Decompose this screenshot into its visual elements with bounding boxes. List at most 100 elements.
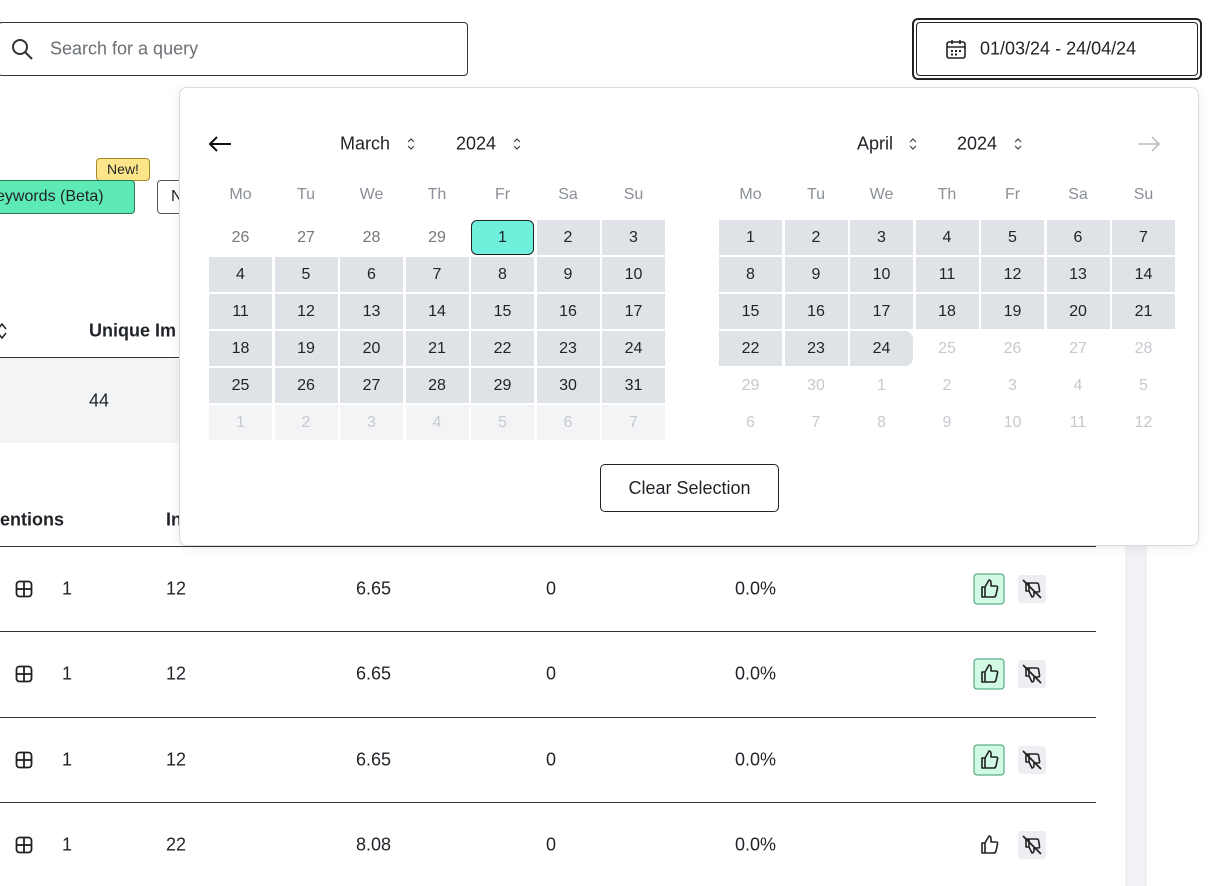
day[interactable]: 17 — [850, 294, 913, 329]
clear-button[interactable]: Clear Selection — [600, 464, 779, 512]
prev-arrow[interactable] — [207, 134, 233, 154]
day[interactable]: 31 — [602, 368, 665, 403]
day[interactable]: 7 — [405, 257, 469, 292]
day[interactable]: 1 — [719, 220, 782, 255]
day[interactable]: 25 — [209, 368, 272, 403]
day[interactable]: 15 — [719, 294, 782, 329]
day[interactable]: 10 — [602, 257, 665, 292]
day: 8 — [877, 413, 886, 431]
day[interactable]: 2 — [784, 220, 848, 255]
day[interactable]: 8 — [471, 257, 534, 292]
column-header: entions — [0, 509, 65, 530]
day[interactable]: 23 — [784, 331, 848, 366]
year-select[interactable]: 2024 — [456, 133, 497, 154]
month-select[interactable]: March — [340, 133, 391, 154]
weekday: Th — [937, 186, 957, 203]
day[interactable]: 26 — [274, 368, 338, 403]
day[interactable]: 24 — [850, 331, 913, 366]
day[interactable]: 27 — [1069, 339, 1087, 357]
day[interactable]: 4 — [209, 257, 272, 292]
table-cell: 12 — [166, 578, 187, 599]
table-icon[interactable] — [15, 751, 33, 769]
day: 1 — [209, 405, 272, 440]
day: 7 — [602, 405, 665, 440]
thumbs-down[interactable] — [1018, 660, 1046, 689]
new-badge: New! — [96, 158, 150, 181]
day[interactable]: 15 — [471, 294, 534, 329]
thumbs-up[interactable] — [973, 829, 1005, 861]
date-button[interactable]: 01/03/24 - 24/04/24 — [912, 18, 1202, 80]
day[interactable]: 22 — [471, 331, 534, 366]
day[interactable]: 28 — [405, 368, 469, 403]
day[interactable]: 21 — [405, 331, 469, 366]
thumbs-up[interactable] — [973, 573, 1005, 605]
table-cell: 12 — [166, 663, 187, 684]
day[interactable]: 12 — [981, 257, 1044, 292]
day[interactable]: 11 — [209, 294, 272, 329]
day[interactable]: 8 — [719, 257, 782, 292]
day[interactable]: 19 — [981, 294, 1044, 329]
table-cell: 0.0% — [735, 834, 777, 855]
day[interactable]: 11 — [915, 257, 979, 292]
day[interactable]: 30 — [807, 376, 825, 394]
day[interactable]: 23 — [536, 331, 600, 366]
weekday: Sa — [1068, 186, 1088, 203]
thumbs-down[interactable] — [1018, 745, 1046, 774]
day[interactable]: 18 — [915, 294, 979, 329]
day[interactable]: 5 — [981, 220, 1044, 255]
day[interactable]: 12 — [274, 294, 338, 329]
day[interactable]: 13 — [1046, 257, 1110, 292]
day[interactable]: 26 — [1003, 339, 1022, 357]
day[interactable]: 21 — [1112, 294, 1175, 329]
day: 3 — [340, 405, 403, 440]
scroll-track — [1125, 546, 1147, 886]
thumbs-up[interactable] — [973, 744, 1005, 776]
day[interactable]: 30 — [536, 368, 600, 403]
next-arrow[interactable] — [1136, 134, 1162, 154]
day[interactable]: 28 — [1134, 339, 1153, 357]
day[interactable]: 14 — [405, 294, 469, 329]
day[interactable]: 3 — [850, 220, 913, 255]
column-header: In — [166, 509, 182, 530]
day[interactable]: 16 — [784, 294, 848, 329]
day[interactable]: 7 — [1112, 220, 1175, 255]
day[interactable]: 29 — [471, 368, 534, 403]
day: 9 — [942, 413, 952, 431]
day[interactable]: 20 — [340, 331, 403, 366]
day[interactable]: 25 — [938, 339, 956, 357]
day[interactable]: 6 — [1046, 220, 1110, 255]
day[interactable]: 29 — [741, 376, 760, 394]
tab[interactable]: eywords (Beta) — [0, 180, 135, 214]
thumbs-up[interactable] — [973, 658, 1005, 690]
day[interactable]: 20 — [1046, 294, 1110, 329]
table-icon[interactable] — [15, 836, 33, 854]
day[interactable]: 9 — [536, 257, 600, 292]
day[interactable]: 3 — [602, 220, 665, 255]
day[interactable]: 4 — [915, 220, 979, 255]
year-select[interactable]: 2024 — [957, 133, 998, 154]
day[interactable]: 17 — [602, 294, 665, 329]
search-box[interactable]: Search for a query — [0, 22, 468, 76]
thumbs-down[interactable] — [1018, 830, 1046, 859]
day[interactable]: 6 — [340, 257, 403, 292]
day[interactable]: 5 — [274, 257, 338, 292]
table-cell: 0 — [546, 578, 557, 599]
month-select[interactable]: April — [857, 133, 894, 154]
day[interactable]: 2 — [536, 220, 600, 255]
table-icon[interactable] — [15, 580, 33, 598]
day[interactable]: 24 — [602, 331, 665, 366]
day[interactable]: 19 — [274, 331, 338, 366]
day: 12 — [1134, 413, 1153, 431]
day[interactable]: 1 — [471, 220, 534, 255]
day[interactable]: 27 — [340, 368, 403, 403]
date-picker: Clear Selection March 2024 Mo Tu We Th Fr Sa Su 2… — [179, 87, 1199, 546]
day[interactable]: 16 — [536, 294, 600, 329]
thumbs-down[interactable] — [1018, 575, 1046, 603]
table-icon[interactable] — [15, 665, 33, 683]
day[interactable]: 10 — [850, 257, 913, 292]
day[interactable]: 14 — [1112, 257, 1175, 292]
day[interactable]: 22 — [719, 331, 782, 366]
day[interactable]: 13 — [340, 294, 403, 329]
day[interactable]: 9 — [784, 257, 848, 292]
day[interactable]: 18 — [209, 331, 272, 366]
